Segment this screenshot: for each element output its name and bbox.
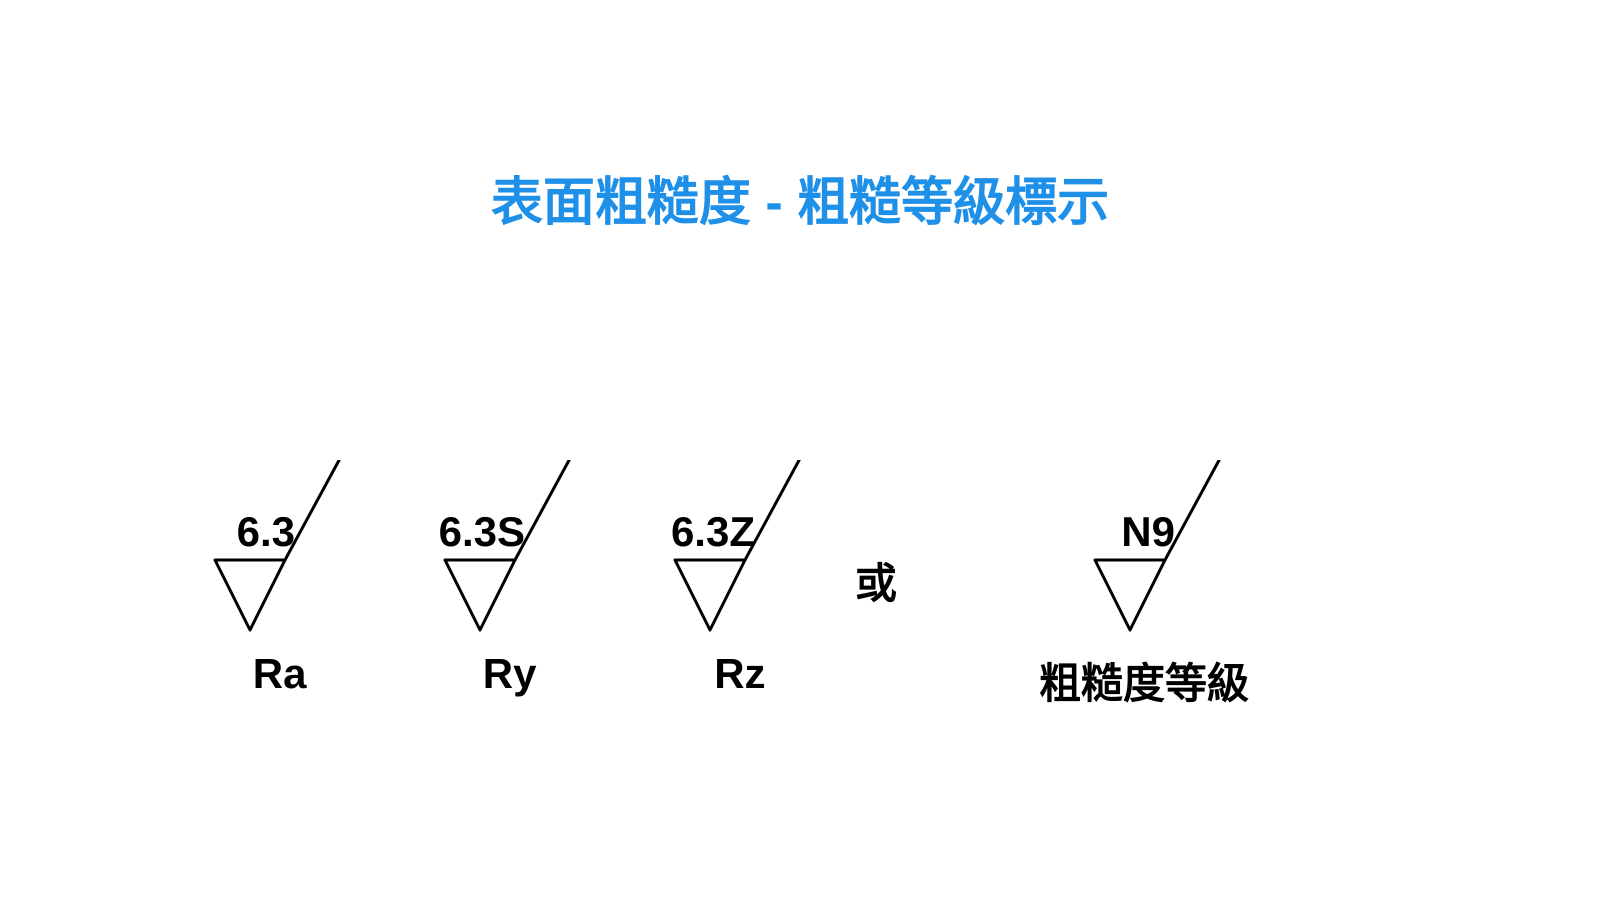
roughness-label: Ra	[253, 650, 307, 698]
roughness-symbol: 6.3S Ry	[400, 460, 630, 720]
roughness-mark-icon	[170, 460, 400, 660]
roughness-label: Rz	[714, 650, 765, 698]
or-separator: 或	[855, 550, 897, 611]
roughness-symbol: 6.3Z Rz	[630, 460, 860, 720]
page-title: 表面粗糙度 - 粗糙等級標示	[491, 160, 1109, 235]
roughness-value: 6.3Z	[671, 508, 755, 556]
roughness-mark-icon	[630, 460, 860, 660]
roughness-value: 6.3S	[439, 508, 525, 556]
roughness-label: Ry	[483, 650, 537, 698]
roughness-label: 粗糙度等級	[1039, 650, 1249, 711]
roughness-value: 6.3	[237, 508, 295, 556]
symbol-row: 6.3Ra6.3SRy6.3ZRzN9粗糙度等級或	[0, 460, 1600, 740]
roughness-mark-icon	[1050, 460, 1280, 660]
roughness-symbol: 6.3 Ra	[170, 460, 400, 720]
title-text: 表面粗糙度 - 粗糙等級標示	[491, 174, 1109, 232]
roughness-mark-icon	[400, 460, 630, 660]
roughness-symbol: N9粗糙度等級	[1050, 460, 1280, 720]
roughness-value: N9	[1121, 508, 1175, 556]
